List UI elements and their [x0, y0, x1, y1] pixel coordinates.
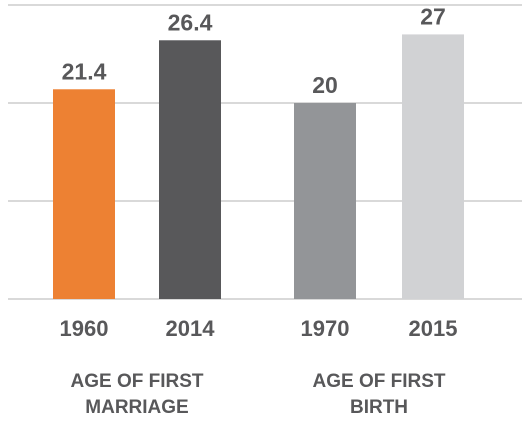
bar — [294, 103, 356, 299]
group-label: AGE OF FIRST MARRIAGE — [70, 371, 204, 418]
group-label: AGE OF FIRST BIRTH — [312, 371, 446, 418]
x-tick-label: 1970 — [301, 316, 350, 341]
bar — [53, 89, 115, 299]
x-tick-label: 1960 — [60, 316, 109, 341]
value-label: 27 — [420, 3, 446, 29]
bar — [159, 40, 221, 299]
value-label: 20 — [312, 72, 338, 98]
x-tick-label: 2015 — [409, 316, 458, 341]
value-label: 21.4 — [62, 58, 107, 84]
value-label: 26.4 — [168, 9, 213, 35]
x-tick-label: 2014 — [166, 316, 216, 341]
bar — [402, 34, 464, 300]
